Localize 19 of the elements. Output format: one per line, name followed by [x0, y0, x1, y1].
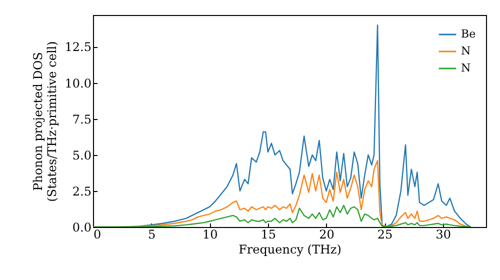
- y-tick-label: 2.5: [72, 184, 92, 198]
- y-tick-label: 0.0: [72, 220, 92, 234]
- x-tick-label: 0: [94, 228, 102, 242]
- x-tick-label: 10: [202, 228, 218, 242]
- x-tick-label: 30: [436, 228, 451, 242]
- y-tick-label: 12.5: [64, 40, 92, 54]
- x-axis-title: Frequency (THz): [238, 242, 342, 256]
- line-series: [93, 204, 472, 227]
- legend-label: N: [461, 62, 471, 74]
- legend-label: Be: [461, 28, 476, 40]
- y-tick-label: 7.5: [72, 112, 92, 126]
- x-tick-label: 15: [260, 228, 276, 242]
- y-tick-label: 10.0: [64, 76, 92, 90]
- x-tick-label: 25: [377, 228, 393, 242]
- x-tick-label: 5: [148, 228, 156, 242]
- y-tick-label: 5.0: [72, 148, 92, 162]
- legend-label: N: [461, 44, 471, 58]
- y-axis-title: Phonon projected DOS (States/THz·primitive cell): [30, 41, 59, 202]
- x-tick-label: 20: [319, 228, 334, 242]
